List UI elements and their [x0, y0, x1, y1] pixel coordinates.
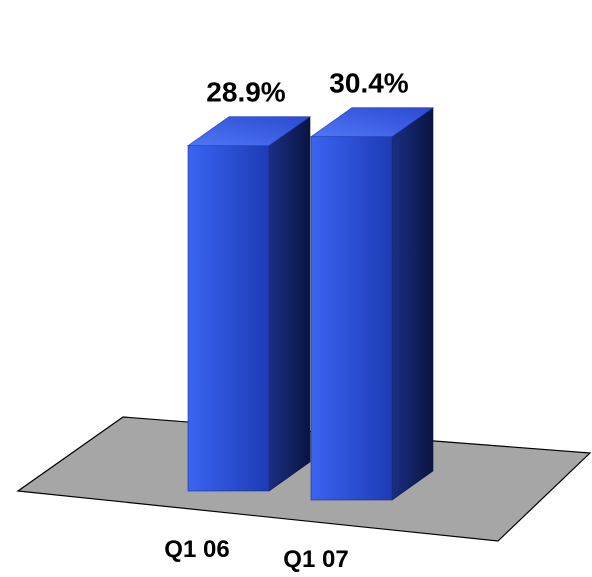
chart-floor: [16, 416, 592, 542]
x-tick-label-q1-07: Q1 07: [283, 546, 348, 573]
data-label-q1-07: 30.4%: [329, 68, 408, 99]
bar-front-q1-07: [310, 136, 393, 501]
bar-q1-07: [310, 107, 434, 501]
bar-top-q1-07: [310, 107, 434, 138]
data-label-q1-06: 28.9%: [206, 77, 285, 108]
bars-group: 28.9% 30.4%: [187, 68, 434, 501]
bar-top-q1-06: [187, 116, 311, 146]
bar-q1-06: [187, 116, 311, 492]
x-tick-label-q1-06: Q1 06: [164, 536, 229, 563]
bar-side-q1-06: [268, 116, 311, 492]
bar-side-q1-07: [391, 107, 434, 501]
bar-front-q1-06: [187, 145, 270, 492]
